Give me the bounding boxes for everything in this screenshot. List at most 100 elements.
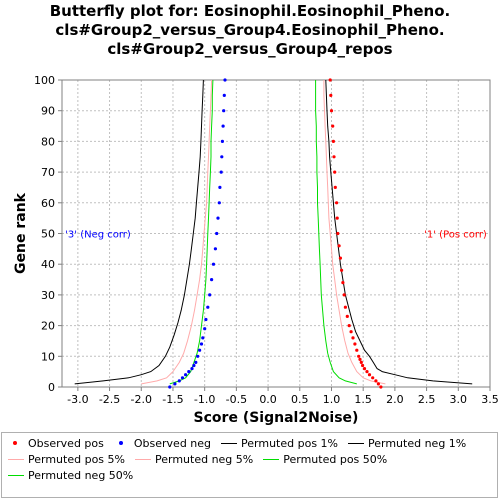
y-tick-label: 100 bbox=[34, 74, 55, 87]
observed-pos-point bbox=[357, 354, 361, 358]
observed-pos-point bbox=[341, 281, 345, 285]
observed-neg-point bbox=[194, 360, 198, 364]
series-permuted-neg-1--line bbox=[74, 79, 204, 385]
y-tick-label: 40 bbox=[41, 258, 55, 271]
x-tick-label: 1.5 bbox=[354, 393, 372, 406]
legend-item-permuted-neg-1-: Permuted neg 1% bbox=[348, 437, 466, 450]
observed-neg-point bbox=[211, 262, 216, 266]
y-tick-label: 80 bbox=[41, 135, 55, 148]
chart-legend: Observed pos Observed neg Permuted pos 1% P… bbox=[1, 432, 498, 498]
legend-item-permuted-pos-50-: Permuted pos 50% bbox=[263, 453, 387, 466]
butterfly-plot: -3.0 -2.5 -2.0 -1.5 -1.0 -0.5 0.0 0.5 1.0 1.5 2.0 2… bbox=[13, 74, 499, 426]
pos-corr-label: '1' (Pos corr) bbox=[424, 230, 487, 241]
legend-symbol bbox=[348, 438, 364, 448]
observed-pos-point bbox=[376, 382, 380, 386]
axes: -3.0 -2.5 -2.0 -1.5 -1.0 -0.5 0.0 0.5 1.0 1.5 2.0 2… bbox=[13, 74, 499, 426]
observed-neg-point bbox=[206, 305, 210, 309]
observed-pos-point bbox=[355, 348, 359, 352]
series-layer bbox=[74, 78, 473, 389]
observed-neg-point bbox=[196, 354, 200, 358]
x-tick-label: 1.0 bbox=[323, 393, 341, 406]
x-tick-label: 3.0 bbox=[450, 393, 468, 406]
neg-corr-label: '3' (Neg corr) bbox=[65, 230, 131, 241]
observed-pos-point bbox=[342, 293, 346, 297]
x-axis-label: Score (Signal2Noise) bbox=[194, 410, 359, 426]
observed-pos-point bbox=[329, 109, 334, 113]
chart-title: Butterfly plot for: Eosinophil.Eosinophi… bbox=[0, 2, 500, 59]
x-tick-label: -1.5 bbox=[162, 393, 183, 406]
observed-pos-point bbox=[329, 93, 333, 97]
legend-label: Permuted pos 50% bbox=[283, 452, 388, 466]
observed-neg-point bbox=[222, 109, 226, 113]
x-tick-label: -2.5 bbox=[99, 393, 120, 406]
series-permuted-pos-5--line bbox=[323, 80, 386, 385]
legend-row-1: Observed pos Observed neg Permuted pos 1% P… bbox=[2, 435, 470, 451]
series-permuted-pos-50--line bbox=[315, 80, 357, 385]
legend-symbol bbox=[263, 454, 280, 464]
series-permuted-neg-50--line bbox=[169, 79, 214, 385]
observed-neg-point bbox=[173, 382, 177, 386]
legend-symbol bbox=[114, 438, 130, 448]
observed-neg-point bbox=[220, 155, 224, 159]
observed-pos-point bbox=[332, 155, 336, 159]
observed-neg-point bbox=[168, 385, 172, 389]
observed-pos-point bbox=[374, 379, 378, 383]
series-permuted-neg-5--line bbox=[141, 79, 213, 385]
observed-pos-point bbox=[349, 330, 353, 334]
observed-pos-point bbox=[328, 78, 332, 82]
observed-pos-point bbox=[365, 370, 369, 374]
legend-item-permuted-pos-5-: Permuted pos 5% bbox=[8, 453, 125, 466]
observed-pos-point bbox=[353, 342, 357, 346]
observed-pos-point bbox=[335, 201, 339, 205]
legend-symbol bbox=[134, 454, 151, 464]
observed-neg-point bbox=[221, 124, 225, 128]
observed-pos-point bbox=[371, 376, 375, 380]
y-tick-label: 60 bbox=[41, 197, 55, 210]
legend-item-permuted-neg-50-: Permuted neg 50% bbox=[8, 469, 133, 482]
observed-neg-point bbox=[190, 367, 194, 371]
legend-label: Permuted neg 5% bbox=[154, 452, 254, 466]
observed-neg-point bbox=[210, 278, 214, 282]
x-tick-label: 2.0 bbox=[386, 393, 404, 406]
legend-item-observed-pos: Observed pos bbox=[8, 437, 104, 450]
observed-pos-point bbox=[333, 185, 337, 189]
y-tick-label: 20 bbox=[41, 320, 55, 333]
series-observed-neg bbox=[168, 78, 227, 389]
observed-pos-point bbox=[331, 139, 335, 143]
x-tick-label: -2.0 bbox=[131, 393, 152, 406]
legend-symbol bbox=[221, 438, 238, 448]
legend-item-permuted-neg-5-: Permuted neg 5% bbox=[134, 452, 254, 466]
observed-pos-point bbox=[331, 124, 335, 128]
chart-title-line-1: Butterfly plot for: Eosinophil.Eosinophi… bbox=[49, 2, 451, 20]
legend-label: Observed pos bbox=[28, 436, 104, 450]
x-tick-label: 0.0 bbox=[259, 393, 277, 406]
x-tick-label: 0.5 bbox=[291, 393, 309, 406]
observed-neg-point bbox=[219, 170, 223, 174]
legend-label: Permuted neg 50% bbox=[28, 468, 134, 482]
observed-neg-point bbox=[177, 379, 181, 383]
observed-pos-point bbox=[333, 170, 337, 174]
observed-pos-point bbox=[347, 324, 351, 328]
x-tick-label: -3.0 bbox=[67, 393, 88, 406]
y-tick-label: 50 bbox=[41, 228, 55, 241]
observed-neg-point bbox=[220, 139, 224, 143]
legend-item-permuted-pos-1-: Permuted pos 1% bbox=[221, 437, 338, 450]
legend-row-3: Permuted neg 50% bbox=[2, 467, 137, 483]
observed-neg-point bbox=[215, 231, 219, 236]
observed-neg-point bbox=[199, 342, 204, 346]
observed-neg-point bbox=[222, 93, 226, 97]
observed-neg-point bbox=[201, 336, 205, 340]
observed-neg-point bbox=[213, 247, 217, 251]
legend-symbol bbox=[8, 438, 24, 448]
observed-neg-point bbox=[187, 370, 191, 374]
legend-label: Observed neg bbox=[133, 436, 212, 450]
y-axis-label: Gene rank bbox=[13, 192, 29, 274]
legend-label: Permuted neg 1% bbox=[368, 436, 467, 450]
legend-symbol bbox=[8, 454, 24, 464]
chart-title-line-2: cls#Group2_versus_Group4.Eosinophil_Phen… bbox=[55, 21, 445, 39]
observed-neg-point bbox=[198, 348, 202, 352]
observed-pos-point bbox=[336, 231, 340, 236]
observed-pos-point bbox=[345, 314, 349, 318]
observed-neg-point bbox=[223, 78, 227, 82]
legend-symbol bbox=[8, 470, 24, 480]
